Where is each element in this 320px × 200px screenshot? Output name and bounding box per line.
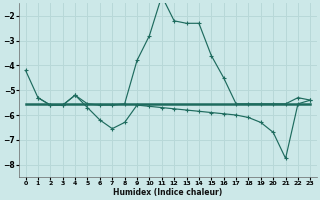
X-axis label: Humidex (Indice chaleur): Humidex (Indice chaleur) xyxy=(113,188,223,197)
